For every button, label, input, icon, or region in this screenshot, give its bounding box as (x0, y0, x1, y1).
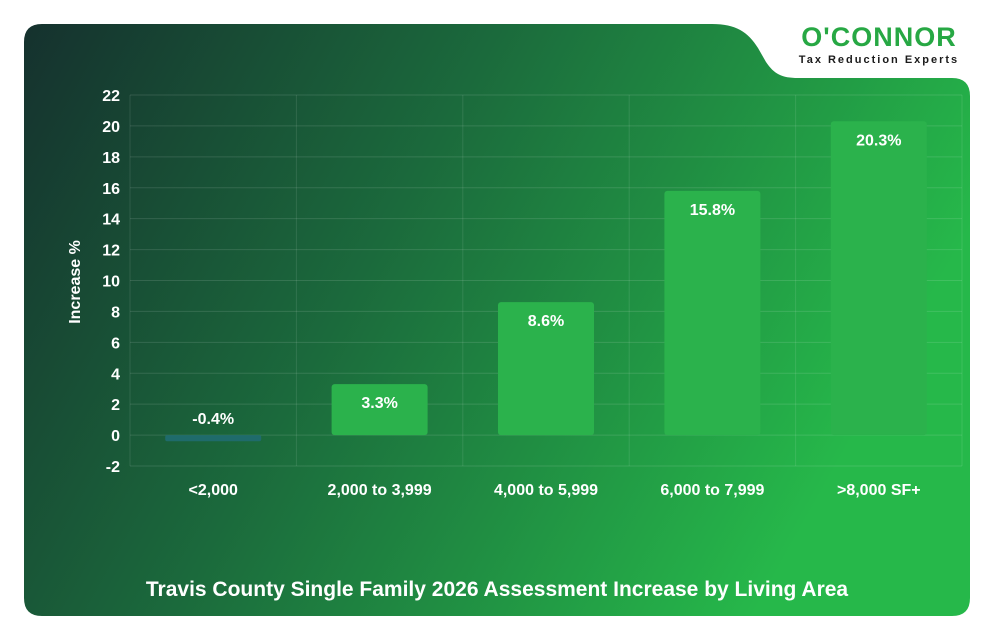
chart-title: Travis County Single Family 2026 Assessm… (145, 578, 849, 601)
bar (331, 384, 428, 436)
y-tick-label: 4 (111, 366, 120, 383)
y-tick-label: 16 (102, 181, 120, 198)
x-tick-label: 2,000 to 3,999 (328, 482, 432, 499)
y-tick-label: 0 (111, 428, 120, 445)
bar (830, 121, 927, 436)
bar-data-label: 20.3% (856, 132, 901, 149)
bar-data-label: 3.3% (361, 395, 397, 412)
y-tick-label: 8 (111, 304, 120, 321)
y-tick-label: 2 (111, 397, 120, 414)
y-tick-label: 18 (102, 150, 120, 167)
bar-data-label: -0.4% (192, 411, 234, 428)
x-tick-label: <2,000 (189, 482, 238, 499)
y-tick-label: 10 (102, 274, 120, 291)
bar (165, 435, 262, 442)
y-tick-label: 20 (102, 119, 120, 136)
brand-logo[interactable]: O'CONNOR Tax Reduction Experts (784, 22, 974, 70)
y-tick-label: 6 (111, 335, 120, 352)
y-tick-label: -2 (106, 459, 120, 476)
x-tick-label: 6,000 to 7,999 (660, 482, 764, 499)
bar-data-label: 15.8% (690, 202, 735, 219)
bar (664, 190, 761, 436)
y-tick-label: 12 (102, 243, 120, 260)
y-tick-label: 14 (102, 212, 120, 229)
x-tick-label: >8,000 SF+ (837, 482, 921, 499)
bar (498, 302, 594, 436)
y-axis-label: Increase % (67, 240, 84, 324)
card-background (24, 24, 970, 616)
y-tick-label: 22 (102, 88, 120, 105)
brand-name: O'CONNOR (801, 22, 957, 52)
brand-tagline: Tax Reduction Experts (798, 54, 960, 66)
x-tick-label: 4,000 to 5,999 (494, 482, 598, 499)
bar-data-label: 8.6% (528, 313, 564, 330)
